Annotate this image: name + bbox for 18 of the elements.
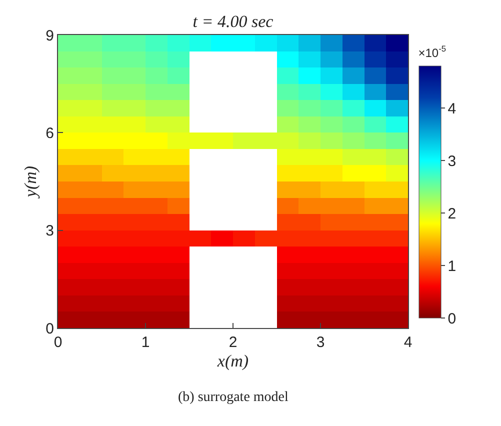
y-tick-label: 9 bbox=[46, 27, 54, 44]
y-axis-title: y(m) bbox=[21, 166, 40, 200]
color-bar-label: 4 bbox=[448, 100, 456, 118]
x-axis-title: x(m) bbox=[216, 351, 249, 370]
y-tick-label: 6 bbox=[46, 124, 54, 142]
color-bar-title: ×10$^{-5}$ bbox=[418, 44, 446, 60]
x-tick-label: 4 bbox=[404, 334, 412, 351]
chart-title: t = 4.00 sec bbox=[192, 12, 274, 31]
y-tick-label: 0 bbox=[46, 320, 54, 338]
color-bar-label: 0 bbox=[448, 310, 456, 328]
color-bar-label: 3 bbox=[448, 152, 456, 170]
x-tick-label: 1 bbox=[141, 334, 150, 351]
text: (b) surrogate model bbox=[178, 390, 289, 405]
color-bar-label: 2 bbox=[448, 205, 456, 222]
color-bar-label: 1 bbox=[448, 258, 456, 275]
x-tick-label: 3 bbox=[316, 334, 325, 351]
x-tick-label: 2 bbox=[228, 334, 238, 351]
y-tick-label: 3 bbox=[46, 222, 54, 240]
